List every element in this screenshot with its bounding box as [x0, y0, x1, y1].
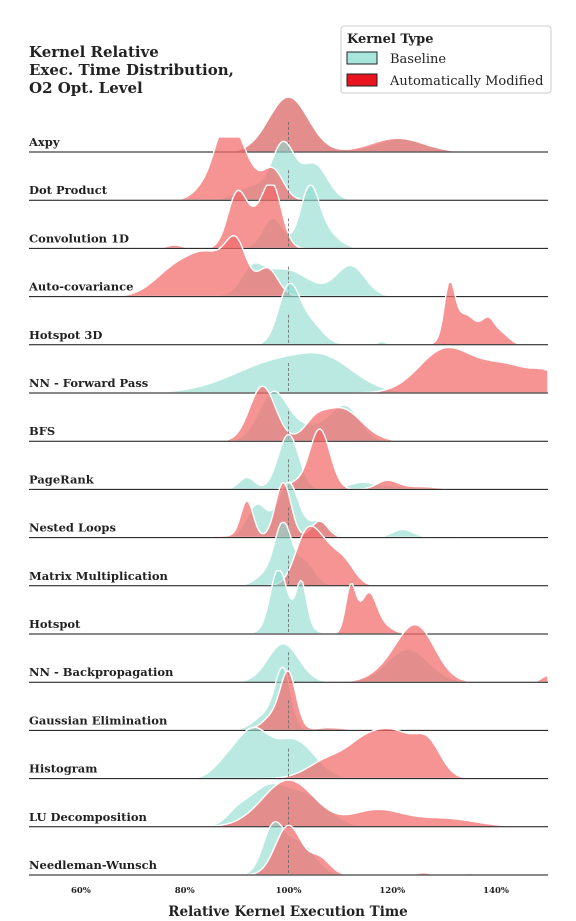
- ridge-hotspot-3d: Hotspot 3D: [29, 280, 548, 346]
- row-label-needleman-wunsch: Needleman-Wunsch: [29, 858, 158, 872]
- legend-label-modified: Automatically Modified: [389, 74, 543, 89]
- ridge-axpy: Axpy: [28, 96, 548, 153]
- ridge-dot-product: Dot Product: [29, 136, 548, 201]
- row-label-histogram: Histogram: [29, 762, 97, 776]
- x-tick-label: 60%: [71, 886, 91, 896]
- ridge-rows: Axpy Dot Product Convolution 1D Auto-covari…: [28, 96, 549, 876]
- ridge-needleman-wunsch: Needleman-Wunsch: [29, 821, 548, 876]
- row-label-nn-backpropagation: NN - Backpropagation: [29, 665, 174, 679]
- legend-label-baseline: Baseline: [390, 52, 446, 67]
- row-label-nn-forward-pass: NN - Forward Pass: [29, 376, 148, 390]
- ridge-convolution-1d: Convolution 1D: [29, 184, 548, 250]
- row-label-hotspot: Hotspot: [29, 617, 81, 631]
- ridge-bfs: BFS: [29, 385, 548, 442]
- legend-title: Kernel Type: [347, 32, 433, 47]
- x-tick-label: 100%: [276, 886, 302, 896]
- x-axis-label: Relative Kernel Execution Time: [168, 904, 407, 920]
- ridge-pagerank: PageRank: [29, 428, 548, 491]
- row-label-auto-covariance: Auto-covariance: [28, 280, 133, 294]
- ridge-histogram: Histogram: [29, 726, 548, 780]
- row-label-bfs: BFS: [29, 424, 55, 438]
- title-line-1: Kernel Relative: [29, 43, 159, 61]
- row-label-convolution-1d: Convolution 1D: [29, 231, 129, 245]
- ridge-nn-backpropagation: NN - Backpropagation: [29, 623, 549, 683]
- ridge-matrix-multiplication: Matrix Multiplication: [29, 521, 548, 587]
- row-label-pagerank: PageRank: [29, 472, 95, 486]
- ridge-hotspot: Hotspot: [29, 570, 548, 635]
- row-label-axpy: Axpy: [28, 135, 60, 149]
- ridge-lu-decomposition: LU Decomposition: [29, 779, 548, 828]
- title-line-3: O2 Opt. Level: [29, 79, 143, 97]
- row-label-nested-loops: Nested Loops: [29, 521, 116, 535]
- chart-title: Kernel Relative Exec. Time Distribution,…: [29, 43, 234, 97]
- x-tick-label: 120%: [379, 886, 405, 896]
- x-tick-label: 140%: [483, 886, 509, 896]
- ridge-nn-forward-pass: NN - Forward Pass: [29, 346, 549, 394]
- legend-swatch-baseline: [346, 51, 378, 65]
- legend-swatch-modified: [346, 73, 378, 87]
- legend: Kernel Type Baseline Automatically Modif…: [340, 25, 552, 94]
- row-label-lu-decomposition: LU Decomposition: [29, 810, 148, 824]
- row-label-hotspot-3d: Hotspot 3D: [29, 328, 102, 342]
- row-label-matrix-multiplication: Matrix Multiplication: [29, 569, 169, 583]
- legend-frame: [340, 25, 552, 94]
- x-axis-ticks: 60% 80% 100% 120% 140%: [71, 886, 509, 896]
- x-tick-label: 80%: [175, 886, 195, 896]
- ridge-gaussian-elimination: Gaussian Elimination: [29, 666, 548, 732]
- row-label-dot-product: Dot Product: [29, 183, 108, 197]
- row-label-gaussian-elimination: Gaussian Elimination: [29, 713, 168, 727]
- title-line-2: Exec. Time Distribution,: [29, 61, 234, 79]
